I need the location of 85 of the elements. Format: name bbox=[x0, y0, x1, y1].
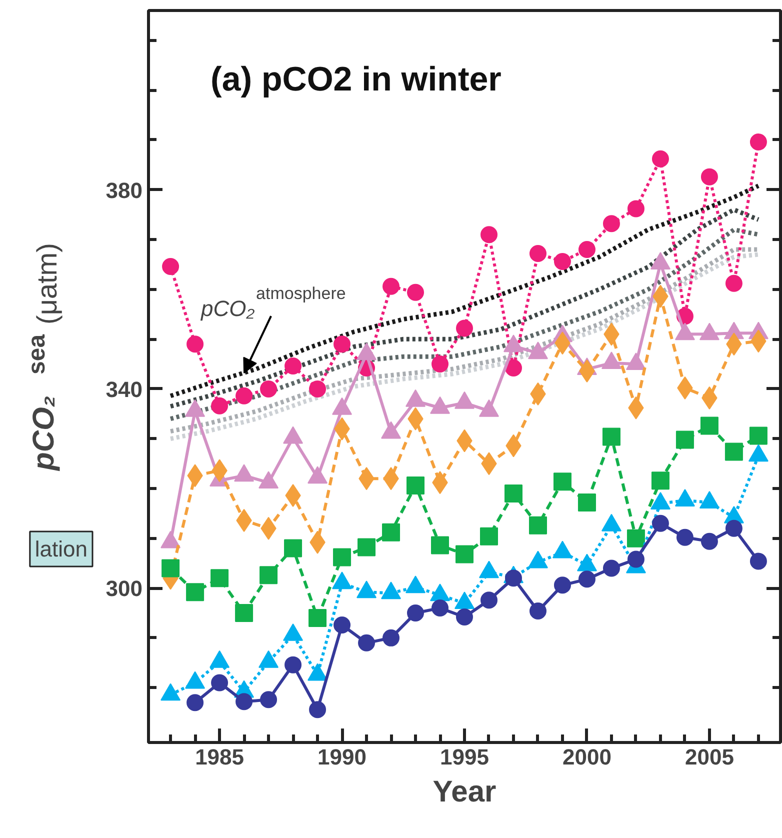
point bbox=[529, 245, 546, 262]
point bbox=[750, 133, 767, 150]
line-series bbox=[168, 184, 761, 398]
point bbox=[432, 356, 449, 373]
point bbox=[210, 569, 229, 588]
point bbox=[749, 426, 768, 445]
point bbox=[456, 608, 473, 626]
point bbox=[504, 360, 522, 377]
y-tick-label: 340 bbox=[106, 376, 143, 402]
y-tick-label: 380 bbox=[106, 178, 143, 203]
point bbox=[725, 520, 742, 537]
point bbox=[186, 336, 204, 353]
point bbox=[578, 570, 596, 588]
point bbox=[602, 560, 620, 577]
point bbox=[432, 600, 449, 617]
text: lation bbox=[34, 536, 88, 562]
x-tick-label: 2000 bbox=[562, 744, 612, 770]
point bbox=[284, 358, 302, 375]
point bbox=[700, 168, 718, 186]
point bbox=[627, 200, 644, 218]
point bbox=[700, 532, 718, 550]
point bbox=[211, 674, 228, 692]
x-tick-label: 1995 bbox=[440, 744, 489, 770]
point bbox=[186, 694, 204, 712]
point bbox=[480, 226, 498, 244]
x-axis-title: Year bbox=[432, 776, 497, 808]
point bbox=[529, 602, 546, 620]
point bbox=[578, 241, 596, 258]
point bbox=[725, 274, 742, 292]
point bbox=[553, 472, 572, 491]
point bbox=[602, 215, 620, 232]
point bbox=[235, 604, 254, 622]
point bbox=[578, 493, 596, 512]
point bbox=[554, 576, 571, 594]
point bbox=[407, 284, 424, 301]
x-tick-label: 1985 bbox=[195, 744, 244, 770]
y-tick-label: 300 bbox=[106, 576, 143, 602]
point bbox=[627, 550, 644, 568]
point bbox=[308, 609, 327, 628]
point bbox=[456, 545, 474, 564]
point bbox=[406, 476, 425, 495]
point bbox=[334, 336, 351, 353]
y-axis-title: pCO₂sea(μatm) bbox=[24, 243, 62, 472]
point bbox=[260, 566, 278, 584]
point bbox=[651, 472, 670, 490]
point bbox=[236, 387, 253, 404]
point bbox=[309, 701, 326, 718]
point bbox=[480, 592, 498, 609]
line-series bbox=[168, 207, 761, 409]
point bbox=[334, 616, 351, 634]
point bbox=[750, 552, 767, 570]
point bbox=[162, 559, 180, 578]
point bbox=[456, 320, 473, 337]
point bbox=[676, 430, 694, 449]
point bbox=[652, 150, 669, 168]
point bbox=[480, 527, 498, 546]
point bbox=[236, 693, 253, 710]
x-tick-label: 1990 bbox=[318, 744, 366, 770]
point bbox=[700, 416, 718, 435]
point bbox=[260, 380, 278, 398]
x-tick-label: 2005 bbox=[684, 744, 734, 770]
point bbox=[724, 442, 743, 461]
point bbox=[602, 428, 620, 446]
point bbox=[309, 380, 326, 398]
point bbox=[358, 538, 376, 556]
point bbox=[162, 258, 180, 275]
point bbox=[504, 484, 522, 503]
point bbox=[260, 691, 278, 708]
point bbox=[407, 604, 424, 622]
point bbox=[676, 528, 694, 546]
point bbox=[382, 278, 400, 295]
point bbox=[358, 634, 376, 652]
point bbox=[431, 536, 450, 554]
point bbox=[382, 629, 400, 646]
point bbox=[284, 656, 302, 674]
point bbox=[333, 548, 352, 566]
point bbox=[652, 514, 669, 532]
point bbox=[528, 516, 547, 534]
point bbox=[211, 397, 228, 414]
point bbox=[284, 539, 302, 558]
point bbox=[186, 583, 204, 602]
point bbox=[554, 252, 571, 270]
point bbox=[382, 523, 400, 542]
point bbox=[626, 529, 645, 548]
text: (a) pCO2 in winter bbox=[210, 60, 502, 98]
